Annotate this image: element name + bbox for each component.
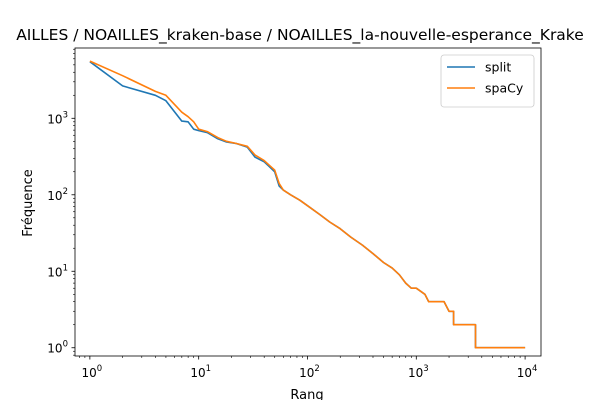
y-tick-label-exponent: 0	[63, 340, 68, 350]
x-axis-ticks: 100 101 102 103 104	[79, 356, 537, 380]
y-tick-label-base: 10	[47, 189, 62, 203]
x-axis-label: Rang	[290, 388, 323, 400]
x-tick-label: 100	[82, 364, 103, 380]
x-tick-label-base: 10	[517, 366, 532, 380]
x-tick-label: 101	[190, 364, 211, 380]
y-tick-label: 100	[47, 340, 68, 356]
x-tick-label-base: 10	[190, 366, 205, 380]
y-tick-label: 103	[47, 110, 68, 126]
y-tick-label: 101	[47, 263, 68, 279]
x-tick-label-exponent: 2	[314, 364, 319, 374]
y-tick-label-exponent: 2	[63, 187, 68, 197]
chart-title: AILLES / NOAILLES_kraken-base / NOAILLES…	[16, 26, 584, 45]
series-line-spacy	[89, 60, 526, 349]
y-axis-label: Fréquence	[21, 169, 36, 236]
x-tick-label: 104	[517, 364, 538, 380]
series-lines	[89, 60, 526, 349]
legend-box	[440, 54, 535, 108]
y-tick-label-base: 10	[47, 265, 62, 279]
y-tick-label-exponent: 1	[63, 263, 68, 273]
x-tick-label-exponent: 4	[532, 364, 537, 374]
x-tick-label-base: 10	[408, 366, 423, 380]
x-tick-label: 102	[299, 364, 320, 380]
x-tick-label-exponent: 3	[423, 364, 428, 374]
x-tick-label: 103	[408, 364, 429, 380]
x-tick-label-base: 10	[82, 366, 97, 380]
legend-label: split	[485, 60, 511, 75]
y-tick-label: 102	[47, 187, 68, 203]
y-tick-label-exponent: 3	[63, 110, 68, 120]
legend-label: spaCy	[485, 81, 524, 96]
legend: split spaCy	[440, 54, 535, 108]
y-tick-label-base: 10	[47, 112, 62, 126]
x-tick-label-exponent: 1	[206, 364, 211, 374]
x-tick-label-base: 10	[299, 366, 314, 380]
x-tick-label-exponent: 0	[97, 364, 102, 374]
y-tick-label-base: 10	[47, 342, 62, 356]
